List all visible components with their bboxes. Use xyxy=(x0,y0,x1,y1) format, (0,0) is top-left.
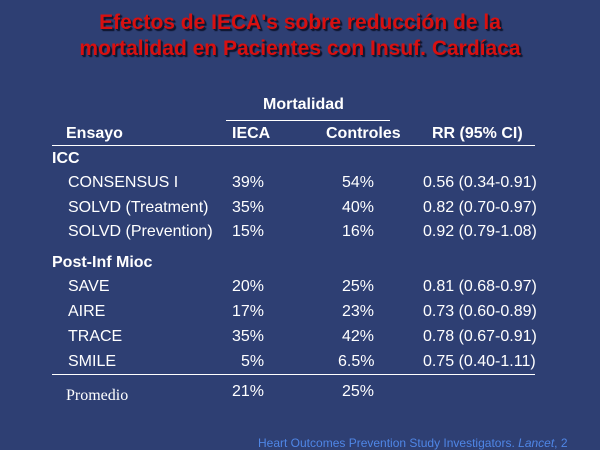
col-header-rr: RR (95% CI) xyxy=(432,125,523,142)
ieca-value: 5% xyxy=(241,353,265,370)
ieca-value: 20% xyxy=(232,278,265,295)
citation-suffix: , 2 xyxy=(554,436,568,450)
rr-value: 0.78 (0.67-0.91) xyxy=(423,328,537,345)
controles-value: 16% xyxy=(342,223,375,240)
mortalidad-header-rule xyxy=(226,120,390,121)
controles-value: 42% xyxy=(342,328,375,345)
trial-name: AIRE xyxy=(68,303,106,320)
col-header-controles: Controles xyxy=(326,125,401,142)
ieca-value: 15% xyxy=(232,223,265,240)
col-header-ensayo: Ensayo xyxy=(66,125,123,142)
trial-name: SAVE xyxy=(68,278,110,295)
controles-value: 6.5% xyxy=(338,353,375,370)
trial-name: SOLVD (Prevention) xyxy=(68,223,213,240)
rr-value: 0.56 (0.34-0.91) xyxy=(423,174,537,191)
trial-name: CONSENSUS I xyxy=(68,174,179,191)
ieca-value: 39% xyxy=(232,174,265,191)
rr-value: 0.73 (0.60-0.89) xyxy=(423,303,537,320)
citation-source: Heart Outcomes Prevention Study Investig… xyxy=(258,436,515,450)
col-header-ieca: IECA xyxy=(232,125,271,142)
rr-value: 0.92 (0.79-1.08) xyxy=(423,223,537,240)
controles-value: 25% xyxy=(342,278,375,295)
group-label-post-inf-mioc: Post-Inf Mioc xyxy=(52,254,153,271)
title-line-1: Efectos de IECA's sobre reducción de la xyxy=(99,11,501,34)
title-line-2: mortalidad en Pacientes con Insuf. Cardí… xyxy=(79,37,521,60)
header-rule xyxy=(52,145,535,146)
trial-name: SOLVD (Treatment) xyxy=(68,199,209,216)
promedio-controles: 25% xyxy=(342,383,375,400)
trial-name: TRACE xyxy=(68,328,123,345)
source-citation: Heart Outcomes Prevention Study Investig… xyxy=(258,436,568,450)
slide-title: Efectos de IECA's sobre reducción de la … xyxy=(0,10,600,62)
controles-value: 23% xyxy=(342,303,375,320)
citation-journal: Lancet xyxy=(518,436,555,450)
ieca-value: 35% xyxy=(232,199,265,216)
controles-value: 40% xyxy=(342,199,375,216)
trial-name: SMILE xyxy=(68,353,117,370)
controles-value: 54% xyxy=(342,174,375,191)
mortalidad-group-header: Mortalidad xyxy=(263,96,344,113)
ieca-value: 35% xyxy=(232,328,265,345)
promedio-label: Promedio xyxy=(66,387,129,404)
group-label-icc: ICC xyxy=(52,150,80,167)
rr-value: 0.82 (0.70-0.97) xyxy=(423,199,537,216)
summary-rule xyxy=(52,374,535,375)
rr-value: 0.81 (0.68-0.97) xyxy=(423,278,537,295)
promedio-ieca: 21% xyxy=(232,383,265,400)
rr-value: 0.75 (0.40-1.11) xyxy=(423,353,536,370)
ieca-value: 17% xyxy=(232,303,265,320)
